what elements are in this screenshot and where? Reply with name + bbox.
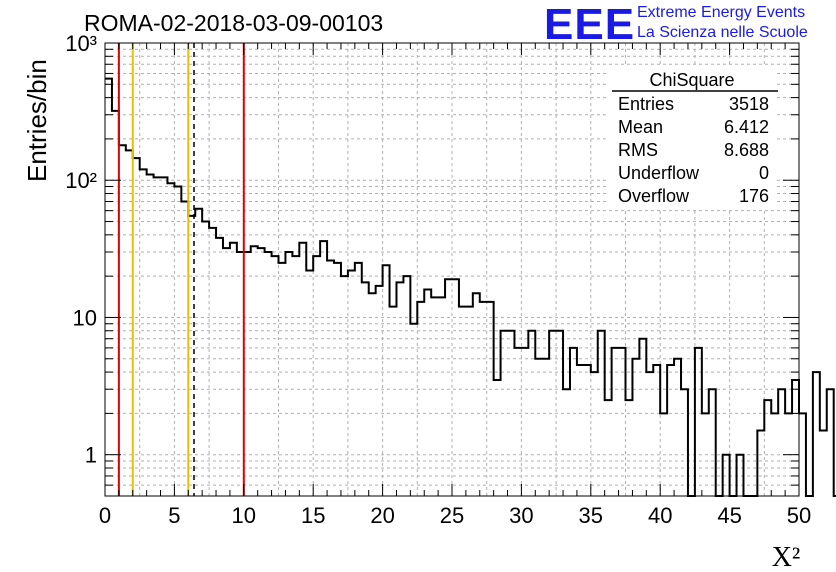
stats-label: Overflow xyxy=(618,186,690,206)
x-tick-label: 15 xyxy=(301,503,325,528)
x-tick-label: 20 xyxy=(370,503,394,528)
plot-title: ROMA-02-2018-03-09-00103 xyxy=(84,10,384,36)
y-tick-label: 10² xyxy=(65,168,97,193)
y-tick-label: 10 xyxy=(73,305,97,330)
stats-box xyxy=(609,66,775,210)
y-tick-label: 1 xyxy=(85,443,97,468)
stats-title: ChiSquare xyxy=(649,70,734,90)
stats-value: 3518 xyxy=(729,94,769,114)
eee-logo: EEE xyxy=(544,0,636,49)
y-tick-label: 10³ xyxy=(65,31,97,56)
stats-value: 8.688 xyxy=(724,140,769,160)
logo-line-2: La Scienza nelle Scuole xyxy=(637,24,808,41)
x-tick-label: 25 xyxy=(440,503,464,528)
x-tick-label: 35 xyxy=(579,503,603,528)
x-tick-label: 50 xyxy=(787,503,811,528)
x-tick-label: 45 xyxy=(717,503,741,528)
stats-label: RMS xyxy=(618,140,658,160)
x-tick-label: 0 xyxy=(99,503,111,528)
x-axis-label: X² xyxy=(772,542,801,572)
x-tick-label: 30 xyxy=(509,503,533,528)
histogram-series xyxy=(105,77,836,497)
stats-value: 176 xyxy=(739,186,769,206)
stats-value: 0 xyxy=(759,163,769,183)
logo-line-1: Extreme Energy Events xyxy=(637,4,806,21)
stats-label: Underflow xyxy=(618,163,700,183)
stats-label: Mean xyxy=(618,117,663,137)
x-tick-label: 40 xyxy=(648,503,672,528)
stats-value: 6.412 xyxy=(724,117,769,137)
x-tick-label: 10 xyxy=(232,503,256,528)
x-tick-label: 5 xyxy=(168,503,180,528)
stats-label: Entries xyxy=(618,94,674,114)
